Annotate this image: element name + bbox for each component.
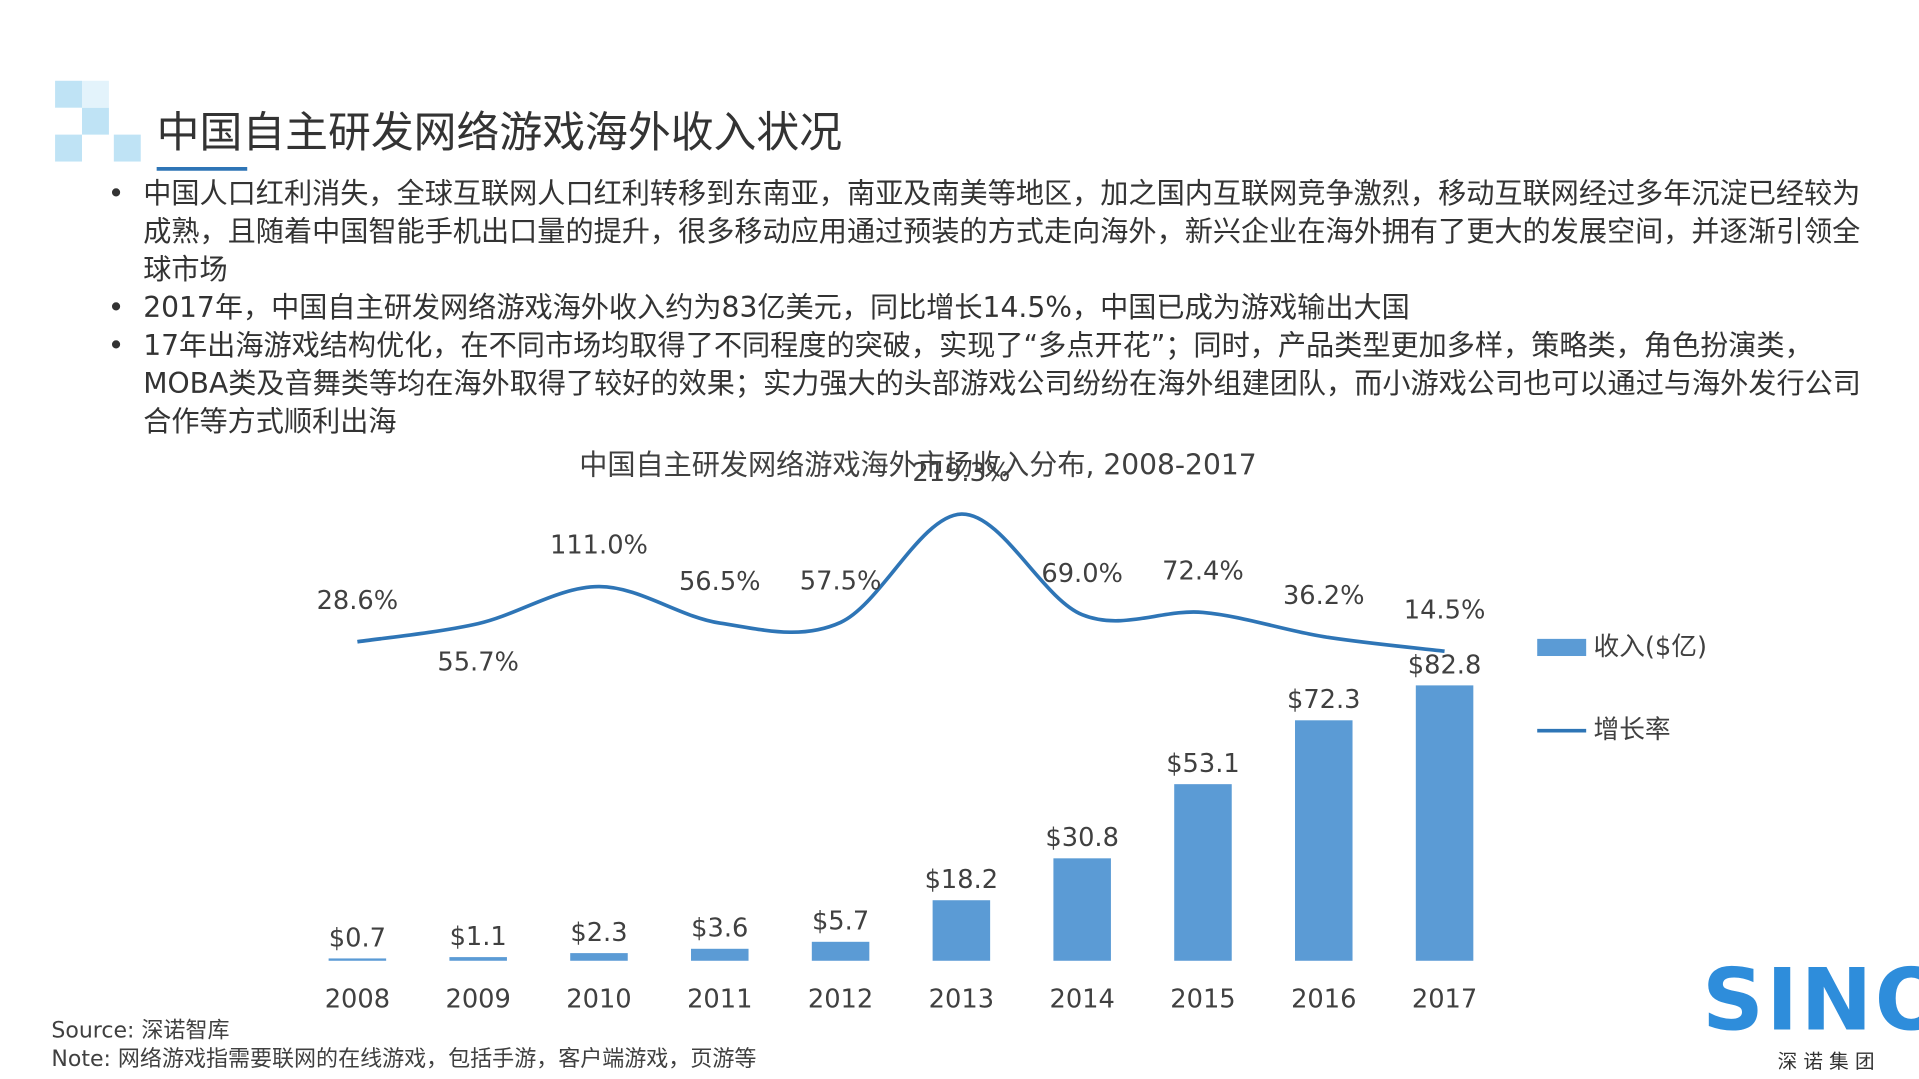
line-label: 28.6% [317, 586, 399, 616]
bar-label: $18.2 [925, 865, 999, 895]
x-tick-label: 2016 [1291, 984, 1356, 1014]
line-label: 55.7% [437, 647, 519, 677]
bullet: 中国人口红利消失，全球互联网人口红利转移到东南亚，南亚及南美等地区，加之国内互联… [108, 176, 1877, 290]
x-tick-label: 2010 [566, 984, 631, 1014]
logo-square [55, 134, 83, 162]
bar-label: $0.7 [329, 923, 386, 953]
bar [449, 957, 507, 961]
line-label: 56.5% [679, 567, 761, 597]
x-tick-label: 2014 [1049, 984, 1114, 1014]
bar-label: $3.6 [691, 914, 748, 944]
bar [1174, 784, 1232, 961]
bar-label: $30.8 [1045, 823, 1119, 853]
note: Note: 网络游戏指需要联网的在线游戏，包括手游，客户端游戏，页游等 [51, 1047, 756, 1072]
legend-swatch [1537, 638, 1587, 657]
logo-text: SINO [1702, 950, 1919, 1050]
bar [570, 953, 628, 961]
bar-label: $5.7 [812, 907, 869, 937]
bar [932, 900, 991, 961]
logo-square [55, 80, 83, 108]
legend-label: 收入($亿) [1594, 632, 1707, 662]
x-tick-label: 2012 [808, 984, 873, 1014]
line-label: 57.5% [800, 567, 882, 597]
line [357, 512, 1445, 654]
line-label: 219.3% [912, 458, 1010, 488]
bar [1295, 720, 1353, 961]
logo-subtitle: 深 诺 集 团 [1778, 1050, 1875, 1073]
chart-title: 中国自主研发网络游戏海外市场收入分布, 2008-2017 [579, 448, 1256, 481]
bar [328, 958, 387, 961]
x-tick-label: 2009 [445, 984, 510, 1014]
line-label: 36.2% [1283, 581, 1365, 611]
bar-label: $53.1 [1166, 749, 1240, 779]
bar [1053, 858, 1111, 961]
x-tick-label: 2017 [1412, 984, 1477, 1014]
line-label: 69.0% [1041, 559, 1123, 589]
bar [691, 948, 749, 961]
x-tick-label: 2011 [687, 984, 752, 1014]
bullet: 2017年，中国自主研发网络游戏海外收入约为83亿美元，同比增长14.5%，中国… [108, 290, 1877, 328]
logo-square [82, 80, 109, 108]
legend-label: 增长率 [1594, 715, 1671, 745]
bar-label: $1.1 [450, 922, 507, 952]
page-title: 中国自主研发网络游戏海外收入状况 [156, 108, 843, 158]
x-tick-label: 2013 [929, 984, 994, 1014]
bar-label: $2.3 [570, 918, 627, 948]
logo-square [82, 107, 109, 135]
line-label: 111.0% [550, 531, 648, 561]
bar-label: $72.3 [1287, 685, 1361, 715]
line-label: 72.4% [1162, 557, 1244, 587]
source: Source: 深诺智库 [51, 1019, 229, 1044]
bar-label: $82.8 [1408, 650, 1482, 680]
bullet: 17年出海游戏结构优化，在不同市场均取得了不同程度的突破，实现了“多点开花”；同… [108, 328, 1877, 442]
bar [1415, 685, 1474, 961]
line-label: 14.5% [1404, 595, 1486, 625]
logo-square [113, 134, 141, 162]
x-tick-label: 2015 [1170, 984, 1235, 1014]
x-tick-label: 2008 [325, 984, 390, 1014]
bar [811, 941, 870, 961]
bullet-list: 中国人口红利消失，全球互联网人口红利转移到东南亚，南亚及南美等地区，加之国内互联… [108, 176, 1877, 442]
